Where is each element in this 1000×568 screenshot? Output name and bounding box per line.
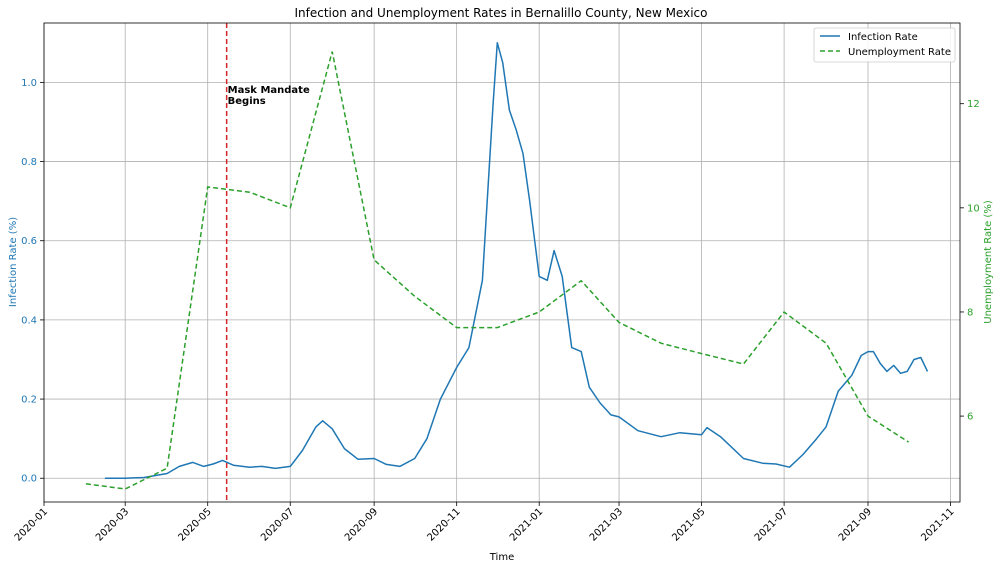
x-axis-label: Time bbox=[489, 552, 514, 563]
y-left-tick-label: 0.2 bbox=[21, 395, 37, 406]
legend-label-unemployment: Unemployment Rate bbox=[848, 47, 951, 58]
y-axis-left-label: Infection Rate (%) bbox=[8, 217, 19, 307]
legend-box bbox=[813, 27, 956, 63]
y-axis-left: 0.0 0.2 0.4 0.6 0.8 1.0 bbox=[21, 78, 44, 485]
plot-frame bbox=[43, 22, 961, 503]
chart-title: Infection and Unemployment Rates in Bern… bbox=[295, 6, 708, 20]
series-layer bbox=[85, 42, 929, 490]
grid bbox=[43, 23, 960, 502]
y-left-tick-label: 0.4 bbox=[21, 315, 37, 326]
annotation-text: Mask Mandate bbox=[228, 85, 310, 96]
y-left-tick-label: 0.0 bbox=[21, 474, 37, 485]
y-right-tick-label: 8 bbox=[967, 307, 973, 318]
series-line-infection-rate bbox=[104, 42, 929, 479]
series-line-unemployment-rate bbox=[85, 51, 910, 490]
y-right-tick-label: 10 bbox=[967, 203, 980, 214]
y-right-tick-label: 6 bbox=[967, 412, 973, 423]
legend: Infection Rate Unemployment Rate bbox=[813, 27, 956, 63]
y-left-tick-label: 1.0 bbox=[21, 78, 37, 89]
legend-label-infection: Infection Rate bbox=[848, 32, 918, 43]
y-axis-right: 6 8 10 12 bbox=[960, 99, 980, 423]
y-right-tick-label: 12 bbox=[967, 99, 980, 110]
y-axis-right-label: Unemployment Rate (%) bbox=[983, 200, 994, 324]
y-left-tick-label: 0.6 bbox=[21, 236, 37, 247]
annotation-text: Begins bbox=[228, 96, 266, 107]
y-left-tick-label: 0.8 bbox=[21, 157, 37, 168]
